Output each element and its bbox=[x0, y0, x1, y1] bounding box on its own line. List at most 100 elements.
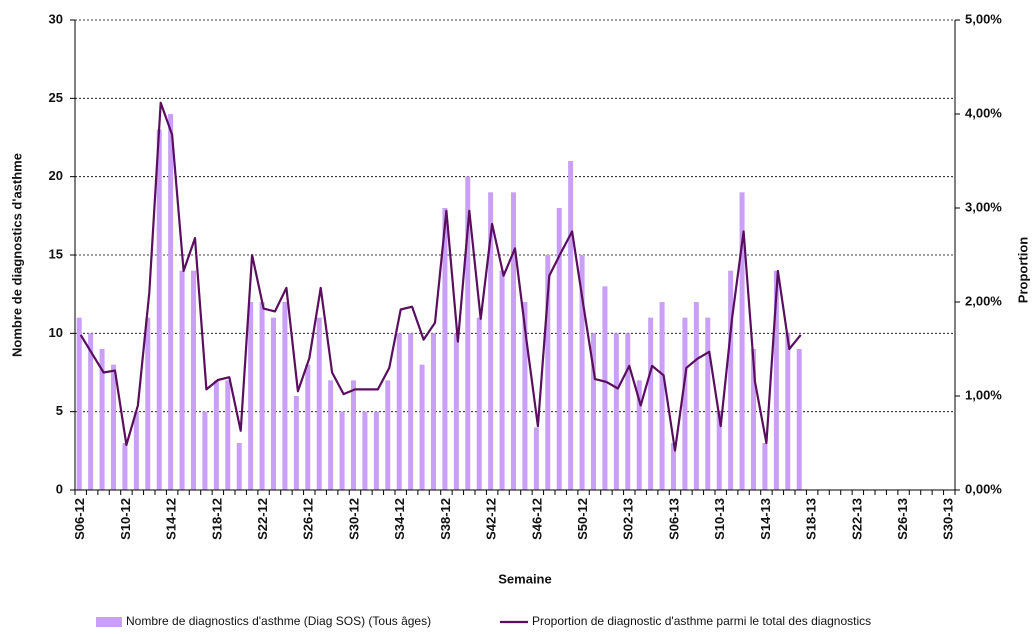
y-tick-label: 20 bbox=[49, 168, 63, 183]
bar bbox=[236, 443, 242, 490]
bar bbox=[773, 270, 779, 490]
y-tick-label: 25 bbox=[49, 90, 63, 105]
bar bbox=[522, 302, 528, 490]
bar bbox=[213, 380, 219, 490]
bar bbox=[476, 317, 482, 490]
bar bbox=[408, 333, 414, 490]
y-tick-label: 0 bbox=[56, 481, 63, 496]
y-axis-title: Nombre de diagnostics d'asthme bbox=[9, 153, 24, 357]
x-tick-label: S30-12 bbox=[346, 498, 361, 540]
bar bbox=[488, 192, 494, 491]
y2-tick-label: 2,00% bbox=[965, 293, 1002, 308]
bar bbox=[682, 317, 688, 490]
x-tick-label: S10-13 bbox=[712, 498, 727, 540]
bar bbox=[145, 317, 151, 490]
bar bbox=[751, 349, 756, 490]
x-tick-label: S06-13 bbox=[666, 498, 681, 540]
x-tick-label: S22-13 bbox=[849, 498, 864, 540]
bar bbox=[259, 302, 265, 490]
x-tick-label: S26-12 bbox=[301, 498, 316, 540]
x-tick-label: S14-13 bbox=[758, 498, 773, 540]
bar bbox=[385, 380, 391, 490]
bar bbox=[362, 411, 368, 490]
x-tick-label: S06-12 bbox=[72, 498, 87, 540]
bar bbox=[625, 333, 631, 490]
bar bbox=[248, 302, 254, 490]
bar bbox=[785, 333, 791, 490]
x-tick-label: S38-12 bbox=[438, 498, 453, 540]
bar bbox=[396, 333, 402, 490]
y-tick-label: 5 bbox=[56, 403, 63, 418]
x-tick-label: S10-12 bbox=[118, 498, 133, 540]
bar bbox=[191, 270, 196, 490]
x-tick-label: S30-13 bbox=[941, 498, 956, 540]
bar bbox=[156, 129, 162, 490]
bar bbox=[568, 161, 574, 490]
bar bbox=[133, 411, 139, 490]
bar bbox=[453, 333, 459, 490]
bar bbox=[533, 427, 539, 490]
y-tick-label: 15 bbox=[49, 246, 63, 261]
bar bbox=[316, 317, 322, 490]
bar bbox=[693, 302, 699, 490]
bar bbox=[465, 176, 471, 490]
y2-axis-title: Proportion bbox=[1015, 237, 1030, 303]
legend-swatch bbox=[96, 617, 122, 627]
bar bbox=[613, 333, 619, 490]
legend-label: Proportion de diagnostic d'asthme parmi … bbox=[532, 614, 871, 628]
x-tick-label: S18-12 bbox=[209, 498, 224, 540]
bar bbox=[293, 396, 299, 490]
y2-tick-label: 0,00% bbox=[965, 481, 1002, 496]
bar bbox=[671, 443, 676, 490]
bar bbox=[305, 364, 311, 490]
bar bbox=[636, 380, 642, 490]
bar bbox=[373, 411, 379, 490]
bar bbox=[168, 114, 174, 490]
x-tick-label: S02-13 bbox=[621, 498, 636, 540]
bar bbox=[179, 270, 185, 490]
bar bbox=[648, 317, 654, 490]
bar bbox=[659, 302, 665, 490]
bar bbox=[556, 208, 562, 490]
bar bbox=[545, 255, 551, 490]
bar bbox=[76, 317, 82, 490]
x-tick-label: S22-12 bbox=[255, 498, 270, 540]
x-tick-label: S34-12 bbox=[392, 498, 407, 540]
line bbox=[79, 101, 802, 452]
bar bbox=[579, 255, 585, 490]
bar bbox=[499, 270, 505, 490]
bar bbox=[225, 380, 231, 490]
x-axis-title: Semaine bbox=[498, 571, 551, 586]
bar bbox=[591, 333, 596, 490]
x-tick-label: S46-12 bbox=[529, 498, 544, 540]
y-tick-label: 30 bbox=[49, 11, 63, 26]
x-tick-label: S14-12 bbox=[164, 498, 179, 540]
x-tick-label: S18-13 bbox=[804, 498, 819, 540]
bar bbox=[88, 333, 94, 490]
bar bbox=[739, 192, 745, 491]
y-tick-label: 10 bbox=[49, 325, 63, 340]
x-tick-label: S50-12 bbox=[575, 498, 590, 540]
bar bbox=[762, 443, 768, 490]
y2-tick-label: 3,00% bbox=[965, 199, 1002, 214]
bar bbox=[328, 380, 334, 490]
bar bbox=[202, 411, 208, 490]
y2-tick-label: 4,00% bbox=[965, 105, 1002, 120]
bar bbox=[111, 364, 116, 490]
bar bbox=[602, 286, 608, 490]
bar bbox=[705, 317, 711, 490]
bar bbox=[122, 443, 128, 490]
x-tick-label: S42-12 bbox=[484, 498, 499, 540]
bar bbox=[419, 364, 425, 490]
bar bbox=[728, 270, 734, 490]
bar bbox=[271, 317, 276, 490]
bar bbox=[339, 411, 345, 490]
legend-label: Nombre de diagnostics d'asthme (Diag SOS… bbox=[126, 614, 431, 628]
bar bbox=[442, 208, 448, 490]
y2-tick-label: 1,00% bbox=[965, 387, 1002, 402]
y2-tick-label: 5,00% bbox=[965, 11, 1002, 26]
bar bbox=[431, 333, 436, 490]
bar bbox=[351, 380, 356, 490]
bar bbox=[99, 349, 105, 490]
